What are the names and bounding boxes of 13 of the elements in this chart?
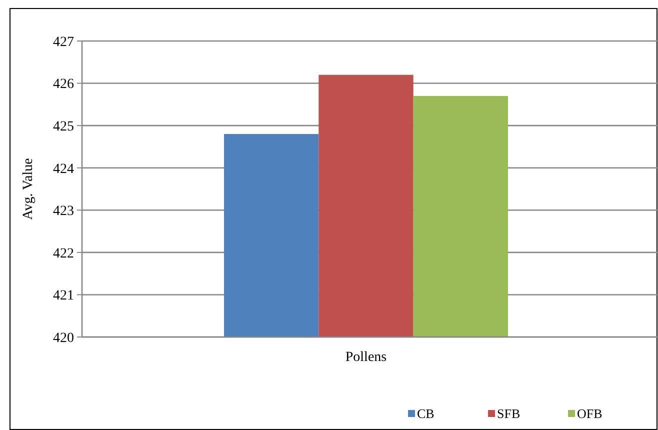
x-tick-label: Pollens	[345, 350, 387, 365]
y-tick-label: 427	[53, 34, 74, 50]
y-tick-label: 421	[53, 288, 74, 304]
legend-label: OFB	[577, 406, 603, 421]
legend-label: SFB	[497, 406, 520, 421]
legend-label: CB	[417, 406, 435, 421]
y-tick-label: 426	[53, 77, 74, 92]
y-tick-label: 420	[53, 330, 74, 346]
y-tick-label: 425	[53, 119, 74, 134]
y-axis-title: Avg. Value	[21, 158, 36, 220]
y-tick-label: 423	[53, 204, 74, 220]
y-tick-label: 422	[53, 246, 74, 262]
y-tick-label: 424	[53, 162, 74, 177]
